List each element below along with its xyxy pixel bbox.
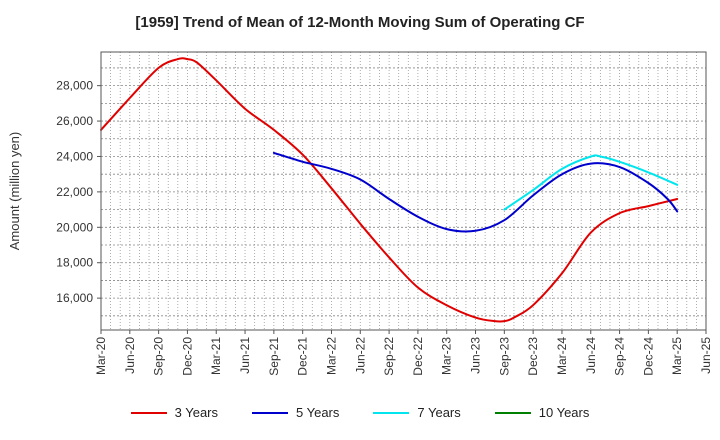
x-axis: Mar-20 Jun-20 Sep-20 Dec-20 Mar-21 Jun-21 Sep-… <box>94 330 713 376</box>
y-tick-label: 20,000 <box>56 220 93 234</box>
legend-item-3-years: 3 Years <box>130 405 218 420</box>
legend-swatch <box>373 411 410 414</box>
legend-item-5-years: 5 Years <box>252 405 339 420</box>
x-tick-label: Mar-21 <box>209 337 223 375</box>
x-tick-label: Sep-21 <box>267 337 281 376</box>
legend-swatch <box>494 411 531 414</box>
y-tick-label: 16,000 <box>56 291 93 305</box>
x-tick-label: Sep-20 <box>152 337 166 376</box>
grid <box>101 52 706 330</box>
legend-label: 5 Years <box>296 405 340 420</box>
series-line-3-years <box>100 57 679 323</box>
x-tick-label: Mar-24 <box>555 337 569 375</box>
x-tick-label: Jun-23 <box>469 337 483 374</box>
x-tick-label: Jun-24 <box>584 337 598 374</box>
chart-title: [1959] Trend of Mean of 12-Month Moving … <box>135 14 585 31</box>
y-tick-label: 22,000 <box>56 185 93 199</box>
x-tick-label: Mar-22 <box>324 337 338 375</box>
legend-swatch <box>252 411 288 414</box>
y-axis-label: Amount (million yen) <box>7 132 22 251</box>
x-tick-label: Mar-23 <box>440 337 454 375</box>
x-tick-label: Sep-23 <box>497 337 511 376</box>
x-tick-label: Dec-22 <box>411 337 425 376</box>
x-tick-label: Dec-23 <box>526 337 540 376</box>
x-tick-label: Dec-21 <box>296 337 310 376</box>
y-tick-label: 26,000 <box>56 114 93 128</box>
legend-label: 10 Years <box>538 405 590 420</box>
y-tick-label: 24,000 <box>56 149 93 163</box>
x-tick-label: Jun-22 <box>353 337 367 374</box>
legend-item-10-years: 10 Years <box>494 405 590 420</box>
y-axis: 16,000 18,000 20,000 22,000 24,000 26,000 28,0… <box>56 79 101 305</box>
y-tick-label: 18,000 <box>56 256 93 270</box>
series-lines <box>100 57 679 323</box>
plot-area <box>101 52 706 330</box>
legend-swatch <box>130 411 167 414</box>
series-line-7-years <box>503 154 679 211</box>
legend-item-7-years: 7 Years <box>373 405 461 420</box>
x-tick-label: Jun-25 <box>699 337 713 374</box>
x-tick-label: Sep-24 <box>613 337 627 376</box>
x-tick-label: Jun-20 <box>123 337 137 374</box>
x-tick-label: Mar-20 <box>94 337 108 375</box>
x-tick-label: Jun-21 <box>238 337 252 374</box>
legend-label: 7 Years <box>417 405 461 420</box>
legend: 3 Years 5 Years 7 Years 10 Years <box>0 405 720 420</box>
x-tick-label: Mar-25 <box>670 337 684 375</box>
legend-label: 3 Years <box>174 405 218 420</box>
series-line-5-years <box>272 151 679 233</box>
plot-frame <box>100 51 707 331</box>
x-tick-label: Dec-20 <box>180 337 194 376</box>
x-tick-label: Dec-24 <box>641 337 655 376</box>
x-tick-label: Sep-22 <box>382 337 396 376</box>
y-tick-label: 28,000 <box>56 79 93 93</box>
